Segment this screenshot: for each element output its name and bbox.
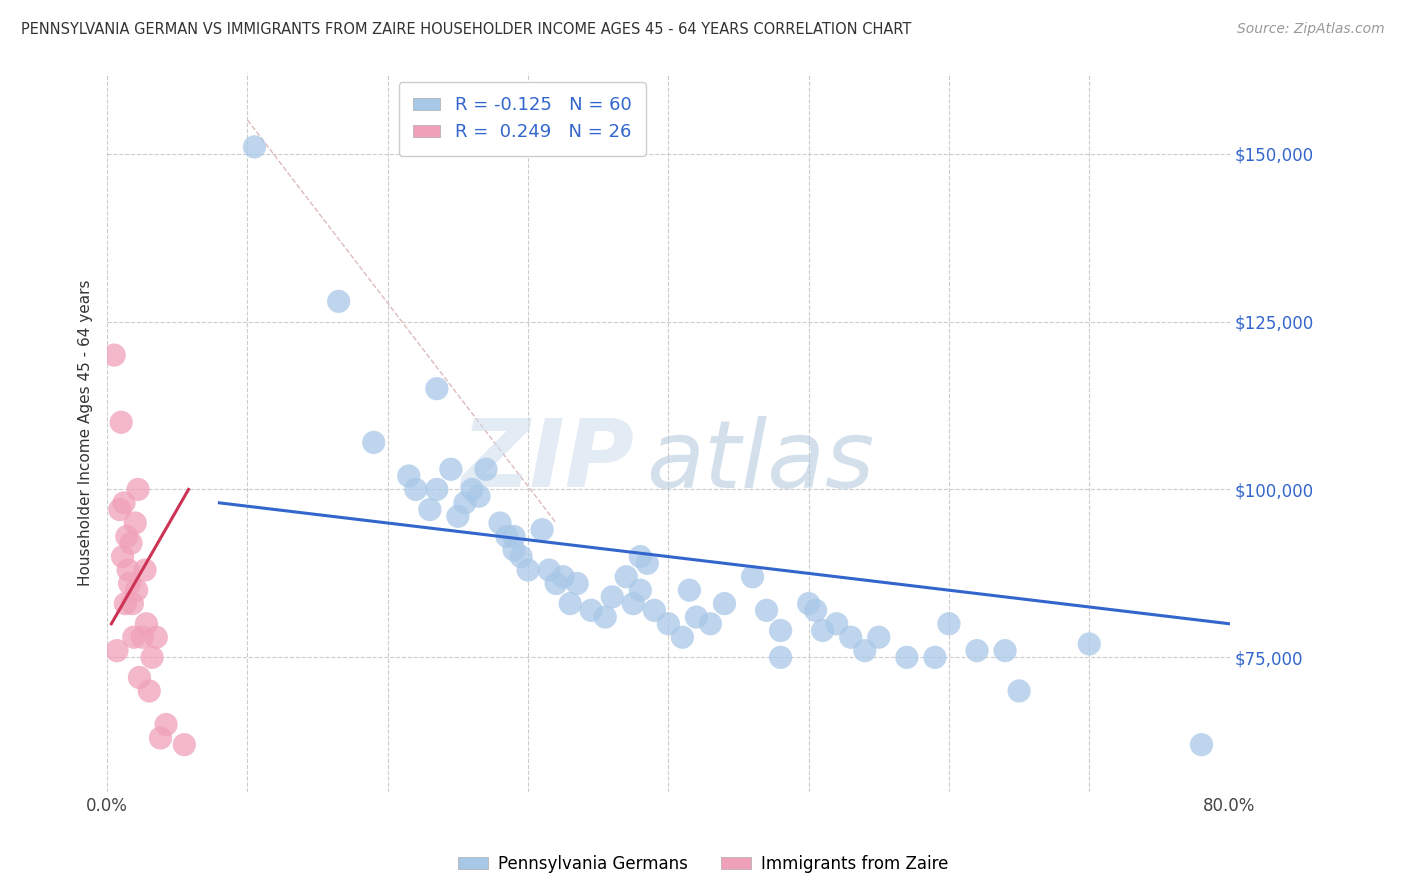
Point: [839, 630, 862, 644]
Text: atlas: atlas: [645, 416, 875, 507]
Point: [134, 563, 156, 577]
Point: [131, 630, 153, 644]
Point: [503, 542, 526, 557]
Point: [426, 382, 449, 396]
Point: [560, 597, 582, 611]
Point: [468, 489, 491, 503]
Point: [769, 624, 792, 638]
Point: [600, 590, 623, 604]
Point: [115, 529, 138, 543]
Point: [145, 630, 167, 644]
Point: [517, 563, 540, 577]
Point: [328, 294, 350, 309]
Point: [475, 462, 498, 476]
Point: [111, 549, 134, 564]
Point: [138, 684, 160, 698]
Point: [120, 536, 142, 550]
Point: [117, 563, 139, 577]
Point: [173, 738, 195, 752]
Point: [419, 502, 441, 516]
Point: [124, 516, 146, 530]
Point: [496, 529, 519, 543]
Point: [118, 576, 141, 591]
Point: [685, 610, 707, 624]
Point: [671, 630, 693, 644]
Point: [110, 415, 132, 429]
Point: [121, 597, 143, 611]
Point: [127, 483, 149, 497]
Point: [678, 583, 700, 598]
Legend: Pennsylvania Germans, Immigrants from Zaire: Pennsylvania Germans, Immigrants from Za…: [451, 848, 955, 880]
Point: [797, 597, 820, 611]
Point: [567, 576, 589, 591]
Point: [112, 496, 135, 510]
Point: [461, 483, 484, 497]
Point: [105, 643, 128, 657]
Point: [503, 529, 526, 543]
Point: [994, 643, 1017, 657]
Point: [966, 643, 988, 657]
Text: ZIP: ZIP: [461, 415, 634, 507]
Point: [628, 583, 651, 598]
Point: [128, 671, 150, 685]
Legend: R = -0.125   N = 60, R =  0.249   N = 26: R = -0.125 N = 60, R = 0.249 N = 26: [399, 82, 645, 156]
Point: [811, 624, 834, 638]
Point: [1008, 684, 1031, 698]
Point: [579, 603, 602, 617]
Point: [447, 509, 470, 524]
Point: [538, 563, 561, 577]
Point: [713, 597, 735, 611]
Point: [699, 616, 721, 631]
Point: [643, 603, 665, 617]
Point: [657, 616, 679, 631]
Point: [924, 650, 946, 665]
Point: [896, 650, 918, 665]
Text: Source: ZipAtlas.com: Source: ZipAtlas.com: [1237, 22, 1385, 37]
Point: [546, 576, 568, 591]
Point: [426, 483, 449, 497]
Point: [510, 549, 533, 564]
Point: [755, 603, 778, 617]
Text: PENNSYLVANIA GERMAN VS IMMIGRANTS FROM ZAIRE HOUSEHOLDER INCOME AGES 45 - 64 YEA: PENNSYLVANIA GERMAN VS IMMIGRANTS FROM Z…: [21, 22, 911, 37]
Point: [122, 630, 145, 644]
Point: [868, 630, 890, 644]
Point: [398, 469, 420, 483]
Point: [489, 516, 512, 530]
Point: [938, 616, 960, 631]
Point: [825, 616, 848, 631]
Point: [108, 502, 131, 516]
Point: [135, 616, 157, 631]
Point: [1078, 637, 1101, 651]
Point: [125, 583, 148, 598]
Point: [531, 523, 554, 537]
Point: [804, 603, 827, 617]
Point: [621, 597, 644, 611]
Point: [553, 570, 575, 584]
Point: [243, 140, 266, 154]
Point: [405, 483, 427, 497]
Point: [769, 650, 792, 665]
Point: [1191, 738, 1213, 752]
Point: [628, 549, 651, 564]
Point: [114, 597, 136, 611]
Point: [614, 570, 637, 584]
Point: [155, 717, 177, 731]
Point: [593, 610, 616, 624]
Point: [103, 348, 125, 362]
Point: [636, 557, 658, 571]
Point: [853, 643, 876, 657]
Point: [149, 731, 172, 745]
Point: [741, 570, 763, 584]
Y-axis label: Householder Income Ages 45 - 64 years: Householder Income Ages 45 - 64 years: [79, 279, 93, 585]
Point: [454, 496, 477, 510]
Point: [363, 435, 385, 450]
Point: [141, 650, 163, 665]
Point: [440, 462, 463, 476]
